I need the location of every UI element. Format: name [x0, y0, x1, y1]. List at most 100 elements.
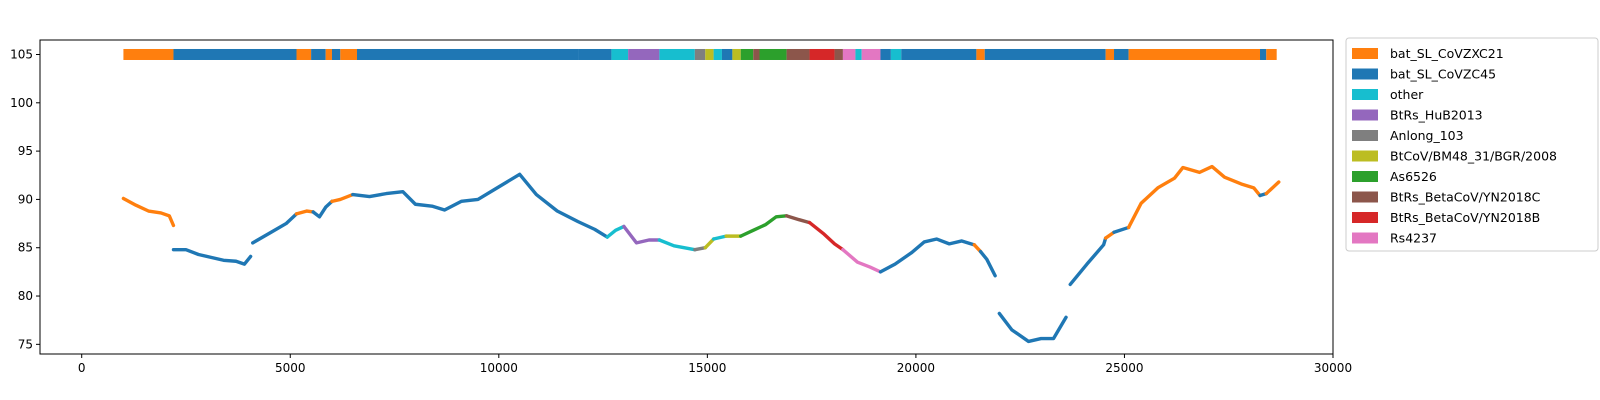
- legend-swatch: [1352, 150, 1378, 162]
- series-line: [978, 249, 997, 278]
- band-segment: [694, 48, 706, 60]
- x-tick-label: 5000: [275, 361, 306, 375]
- series-line: [784, 214, 812, 225]
- y-tick-label: 95: [18, 144, 33, 158]
- series-line: [703, 237, 716, 250]
- band-segment: [1128, 48, 1261, 60]
- series-line: [711, 234, 728, 241]
- band-segment: [356, 48, 579, 60]
- series-line: [1112, 225, 1131, 234]
- band-segment: [855, 48, 862, 60]
- y-axis: 75 80 85 90 95 100 105: [10, 47, 40, 351]
- legend-swatch: [1352, 232, 1378, 244]
- band-segment: [1105, 48, 1115, 60]
- band-segment: [611, 48, 629, 60]
- legend-label: As6526: [1390, 169, 1437, 184]
- x-tick-label: 25000: [1105, 361, 1143, 375]
- x-axis: 0 5000 10000 15000 20000 25000 30000: [78, 354, 1352, 375]
- series-line: [330, 192, 355, 204]
- band-segment: [628, 48, 660, 60]
- legend-label: BtRs_BetaCoV/YN2018B: [1390, 210, 1540, 225]
- x-tick-label: 10000: [480, 361, 518, 375]
- x-tick-label: 15000: [688, 361, 726, 375]
- band-segment: [296, 48, 312, 60]
- legend-swatch: [1352, 89, 1378, 100]
- band-segment: [1266, 48, 1277, 60]
- band-segment: [786, 48, 810, 60]
- series-line: [693, 246, 707, 252]
- series-line: [997, 311, 1068, 344]
- y-tick-label: 85: [18, 241, 33, 255]
- legend-swatch: [1352, 109, 1378, 121]
- y-tick-label: 80: [18, 289, 33, 303]
- similarity-lines: [121, 164, 1281, 344]
- legend-label: Rs4237: [1390, 231, 1437, 246]
- legend-label: BtCoV/BM48_31/BGR/2008: [1390, 149, 1557, 164]
- band-segment: [578, 48, 612, 60]
- series-line: [121, 196, 176, 228]
- band-segment: [173, 48, 297, 60]
- series-line: [351, 172, 609, 239]
- band-segment: [1114, 48, 1129, 60]
- band-segment: [759, 48, 787, 60]
- band-segment: [713, 48, 722, 60]
- legend-swatch: [1352, 48, 1378, 59]
- legend-label: bat_SL_CoVZXC21: [1390, 46, 1504, 61]
- x-tick-label: 0: [78, 361, 86, 375]
- series-line: [171, 247, 253, 266]
- series-line: [878, 237, 976, 274]
- y-tick-label: 105: [10, 47, 33, 61]
- band-segment: [740, 48, 754, 60]
- x-tick-label: 30000: [1314, 361, 1352, 375]
- legend-label: BtRs_HuB2013: [1390, 108, 1483, 123]
- band-segment: [861, 48, 881, 60]
- legend-label: BtRs_BetaCoV/YN2018C: [1390, 190, 1541, 205]
- series-line: [1126, 164, 1262, 230]
- series-line: [739, 214, 789, 238]
- legend-frame: [1345, 37, 1599, 252]
- legend-swatch: [1352, 130, 1378, 141]
- plot-area-frame: [39, 39, 1334, 355]
- series-line: [622, 224, 662, 245]
- series-line: [605, 224, 626, 239]
- band-segment: [753, 48, 760, 60]
- x-tick-label: 20000: [897, 361, 935, 375]
- band-segment: [1260, 48, 1267, 60]
- series-line: [807, 220, 845, 252]
- legend-swatch: [1352, 191, 1378, 203]
- band-segment: [732, 48, 741, 60]
- series-line: [251, 212, 299, 245]
- segment-band: [123, 48, 1277, 60]
- series-line: [311, 199, 334, 219]
- legend-swatch: [1352, 212, 1378, 223]
- legend-label: Anlong_103: [1390, 128, 1464, 143]
- legend-swatch: [1352, 171, 1378, 182]
- band-segment: [331, 48, 341, 60]
- band-segment: [311, 48, 326, 60]
- band-segment: [659, 48, 695, 60]
- series-line: [841, 247, 883, 274]
- band-segment: [809, 48, 835, 60]
- band-segment: [834, 48, 843, 60]
- series-line: [1068, 236, 1108, 287]
- series-line: [294, 209, 315, 216]
- band-segment: [340, 48, 357, 60]
- band-segment: [705, 48, 714, 60]
- band-segment: [984, 48, 1106, 60]
- y-tick-label: 90: [18, 192, 33, 206]
- y-tick-label: 75: [18, 337, 33, 351]
- band-segment: [890, 48, 902, 60]
- legend-swatch: [1352, 68, 1378, 80]
- legend-label: other: [1390, 87, 1424, 102]
- band-segment: [721, 48, 733, 60]
- band-segment: [325, 48, 332, 60]
- band-segment: [842, 48, 856, 60]
- band-segment: [123, 48, 174, 60]
- y-tick-label: 100: [10, 96, 33, 110]
- series-line: [657, 238, 697, 252]
- band-segment: [901, 48, 977, 60]
- legend-label: bat_SL_CoVZC45: [1390, 67, 1496, 82]
- band-segment: [880, 48, 891, 60]
